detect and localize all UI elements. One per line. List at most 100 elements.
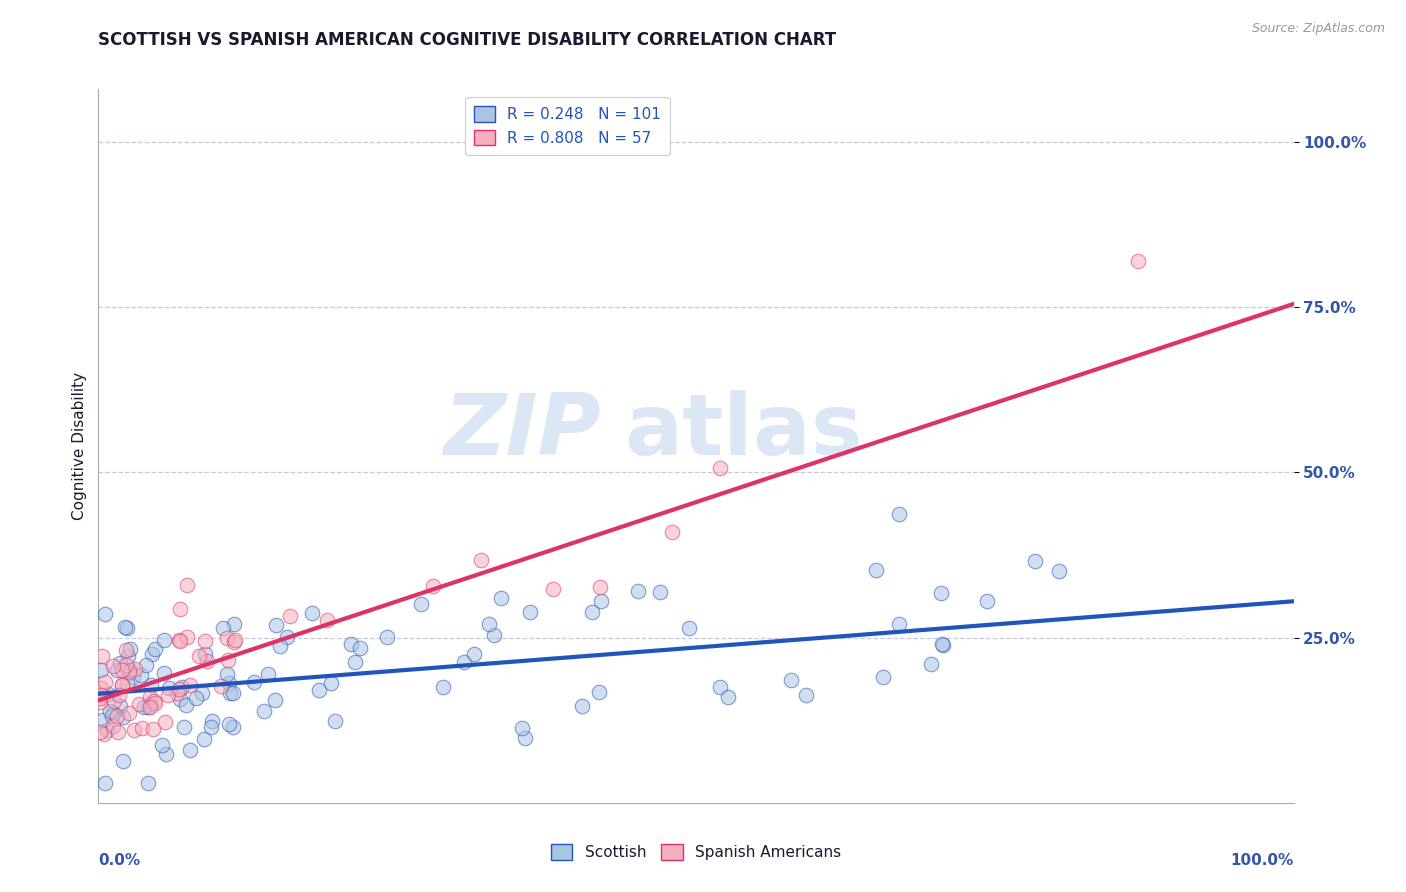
Point — [422, 579, 444, 593]
Point — [218, 717, 240, 731]
Point — [717, 690, 740, 705]
Point — [278, 608, 301, 623]
Point — [89, 695, 111, 709]
Point — [931, 638, 953, 652]
Point — [315, 613, 337, 627]
Point — [111, 663, 134, 677]
Point — [108, 688, 131, 702]
Point — [589, 594, 612, 608]
Point — [135, 658, 157, 673]
Point — [794, 688, 817, 702]
Point — [343, 655, 366, 669]
Point — [872, 670, 894, 684]
Point — [152, 633, 174, 648]
Point — [111, 678, 134, 692]
Point — [108, 698, 131, 713]
Point — [186, 691, 208, 706]
Point — [90, 681, 112, 695]
Point — [89, 691, 111, 706]
Point — [484, 627, 506, 641]
Point — [94, 776, 117, 790]
Point — [319, 676, 342, 690]
Point — [218, 675, 240, 690]
Point — [143, 642, 166, 657]
Point — [169, 602, 191, 616]
Point — [93, 713, 115, 727]
Point — [222, 686, 245, 700]
Point — [111, 678, 134, 692]
Point — [627, 583, 650, 598]
Point — [211, 679, 233, 693]
Point — [217, 653, 239, 667]
Point — [97, 687, 120, 701]
Point — [167, 681, 190, 696]
Point — [375, 630, 398, 644]
Point — [510, 721, 533, 735]
Point — [920, 657, 942, 671]
Point — [94, 607, 117, 622]
Text: Source: ZipAtlas.com: Source: ZipAtlas.com — [1251, 22, 1385, 36]
Point — [105, 663, 128, 677]
Point — [167, 633, 190, 648]
Point — [264, 693, 287, 707]
Point — [221, 720, 243, 734]
Point — [114, 643, 136, 657]
Point — [142, 694, 165, 708]
Point — [513, 731, 536, 746]
Point — [349, 640, 371, 655]
Point — [453, 655, 475, 669]
Point — [224, 632, 246, 647]
Point — [432, 680, 454, 694]
Point — [141, 647, 163, 661]
Point — [157, 688, 180, 702]
Point — [142, 723, 165, 737]
Point — [541, 582, 564, 597]
Point — [589, 580, 612, 594]
Point — [139, 700, 162, 714]
Point — [131, 667, 153, 681]
Point — [108, 657, 131, 671]
Point — [187, 649, 209, 664]
Point — [115, 621, 138, 635]
Point — [931, 586, 953, 600]
Point — [103, 694, 125, 708]
Point — [588, 685, 610, 699]
Point — [136, 700, 159, 714]
Point — [224, 617, 246, 632]
Point — [179, 678, 201, 692]
Point — [931, 636, 953, 650]
Point — [661, 524, 683, 539]
Point — [648, 584, 671, 599]
Point — [308, 683, 330, 698]
Point — [173, 720, 195, 734]
Point — [1128, 254, 1150, 268]
Point — [780, 673, 803, 688]
Point — [93, 727, 115, 741]
Text: 0.0%: 0.0% — [98, 853, 141, 868]
Point — [115, 658, 138, 673]
Point — [709, 680, 731, 694]
Point — [150, 739, 173, 753]
Point — [89, 725, 111, 739]
Point — [489, 591, 512, 605]
Point — [194, 648, 217, 662]
Point — [117, 706, 139, 720]
Point — [325, 714, 347, 729]
Point — [253, 705, 276, 719]
Text: atlas: atlas — [624, 390, 862, 474]
Point — [169, 692, 191, 706]
Point — [143, 697, 166, 711]
Legend: Scottish, Spanish Americans: Scottish, Spanish Americans — [544, 838, 848, 866]
Point — [98, 704, 121, 718]
Point — [157, 681, 180, 695]
Point — [200, 720, 222, 734]
Text: SCOTTISH VS SPANISH AMERICAN COGNITIVE DISABILITY CORRELATION CHART: SCOTTISH VS SPANISH AMERICAN COGNITIVE D… — [98, 31, 837, 49]
Point — [90, 664, 112, 678]
Point — [1049, 564, 1071, 578]
Point — [217, 666, 239, 681]
Point — [195, 654, 218, 668]
Point — [243, 675, 266, 690]
Point — [211, 621, 233, 635]
Point — [107, 725, 129, 739]
Point — [153, 715, 176, 730]
